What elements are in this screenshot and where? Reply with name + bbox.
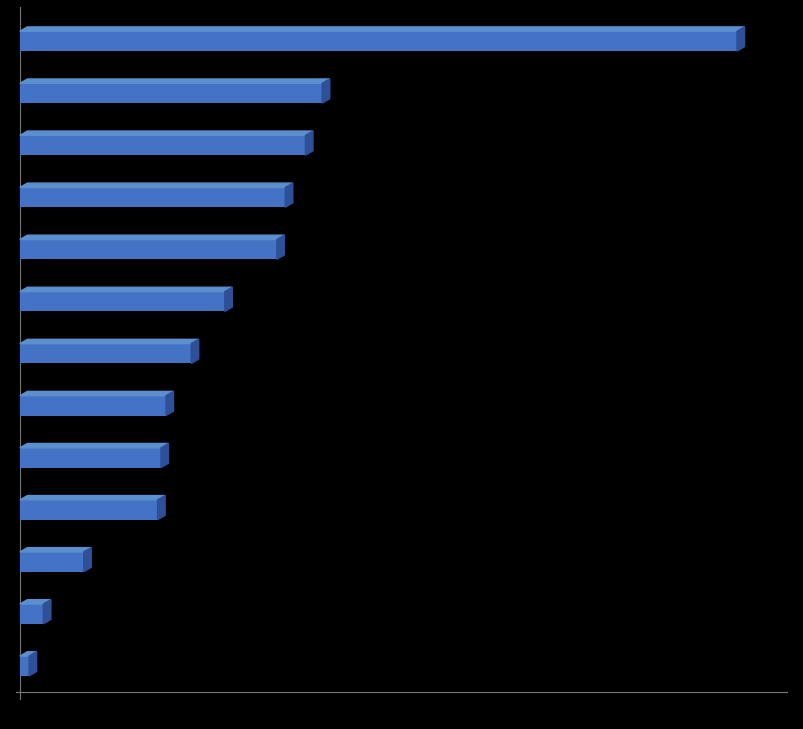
Polygon shape (84, 547, 91, 572)
Bar (20, 552, 84, 572)
Polygon shape (20, 131, 312, 136)
Polygon shape (20, 339, 198, 343)
Polygon shape (165, 391, 173, 416)
Polygon shape (305, 131, 312, 155)
Polygon shape (161, 443, 169, 467)
Polygon shape (43, 600, 51, 624)
Polygon shape (20, 235, 284, 240)
Polygon shape (285, 183, 292, 207)
Bar (20, 31, 736, 51)
Polygon shape (20, 79, 329, 83)
Polygon shape (20, 183, 292, 187)
Polygon shape (20, 287, 232, 292)
Polygon shape (322, 79, 329, 103)
Bar (20, 83, 322, 103)
Polygon shape (225, 287, 232, 311)
Bar (20, 604, 43, 624)
Bar (20, 187, 285, 207)
Bar (20, 396, 165, 416)
Bar (20, 240, 276, 260)
Bar (20, 343, 191, 364)
Polygon shape (20, 652, 37, 656)
Polygon shape (736, 27, 744, 51)
Polygon shape (20, 496, 165, 500)
Polygon shape (20, 443, 169, 448)
Bar (20, 136, 305, 155)
Bar (20, 292, 225, 311)
Polygon shape (191, 339, 198, 364)
Bar (20, 500, 157, 520)
Polygon shape (20, 391, 173, 396)
Polygon shape (20, 600, 51, 604)
Polygon shape (276, 235, 284, 260)
Bar (20, 656, 29, 676)
Bar (20, 448, 161, 467)
Polygon shape (157, 496, 165, 520)
Polygon shape (20, 27, 744, 31)
Polygon shape (29, 652, 37, 676)
Polygon shape (20, 547, 91, 552)
